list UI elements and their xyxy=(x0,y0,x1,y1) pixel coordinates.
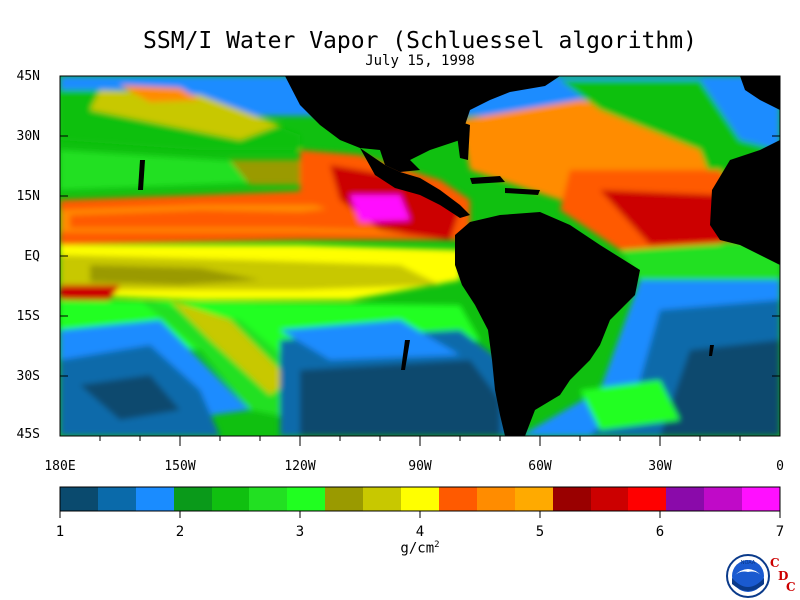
lon-label-30w: 30W xyxy=(648,459,672,474)
colorbar-label-1: 1 xyxy=(55,524,65,540)
colorbar-label-7: 7 xyxy=(775,524,785,540)
colorbar-label-6: 6 xyxy=(655,524,665,540)
colorbar-swatch xyxy=(591,487,628,511)
map-ticks xyxy=(60,75,780,446)
colorbar-label-5: 5 xyxy=(535,524,545,540)
colorbar-swatch xyxy=(287,487,325,511)
lat-label-45n: 45N xyxy=(16,69,40,84)
lon-label-90w: 90W xyxy=(408,459,432,474)
cdc-letter-c1: C xyxy=(770,556,780,570)
lat-label-15s: 15S xyxy=(16,309,40,324)
colorbar-label-3: 3 xyxy=(295,524,305,540)
colorbar-ticks xyxy=(59,511,781,518)
colorbar-label-4: 4 xyxy=(415,524,425,540)
noaa-logo-icon: NOAA xyxy=(726,554,770,598)
lat-label-30n: 30N xyxy=(16,129,40,144)
colorbar-swatch xyxy=(98,487,136,511)
lon-label-60w: 60W xyxy=(528,459,552,474)
map-date: July 15, 1998 xyxy=(365,53,475,69)
noaa-cdc-logo: NOAA C D C xyxy=(726,552,800,600)
colorbar-swatch xyxy=(439,487,477,511)
colorbar-swatch xyxy=(666,487,704,511)
colorbar-swatch xyxy=(477,487,515,511)
lat-label-30s: 30S xyxy=(16,369,40,384)
colorbar-swatch xyxy=(553,487,591,511)
lon-label-0: 0 xyxy=(776,459,784,474)
colorbar-swatch xyxy=(363,487,401,511)
colorbar-units: g/cm2 xyxy=(400,540,440,557)
lat-label-15n: 15N xyxy=(16,189,40,204)
lat-label-45s: 45S xyxy=(16,427,40,442)
map-title: SSM/I Water Vapor (Schluessel algorithm) xyxy=(143,28,697,54)
cdc-letter-c2: C xyxy=(786,580,796,594)
colorbar-swatch xyxy=(212,487,249,511)
colorbar-label-2: 2 xyxy=(175,524,185,540)
colorbar-swatch xyxy=(325,487,363,511)
colorbar-swatch xyxy=(401,487,439,511)
colorbar-swatch xyxy=(628,487,666,511)
lon-label-180e: 180E xyxy=(44,459,76,474)
colorbar-swatch xyxy=(704,487,742,511)
lon-label-120w: 120W xyxy=(284,459,316,474)
cdc-letter-d: D xyxy=(778,569,789,583)
colorbar-swatch xyxy=(742,487,780,511)
colorbar-swatch xyxy=(249,487,287,511)
colorbar xyxy=(60,487,780,511)
lon-label-150w: 150W xyxy=(164,459,196,474)
vapor-field xyxy=(60,76,780,436)
colorbar-swatch xyxy=(515,487,553,511)
colorbar-swatch xyxy=(174,487,212,511)
colorbar-swatch xyxy=(60,487,98,511)
lat-label-eq: EQ xyxy=(24,249,40,264)
noaa-logo-text: NOAA xyxy=(741,560,756,566)
colorbar-swatch xyxy=(136,487,174,511)
landmasses xyxy=(138,76,780,436)
